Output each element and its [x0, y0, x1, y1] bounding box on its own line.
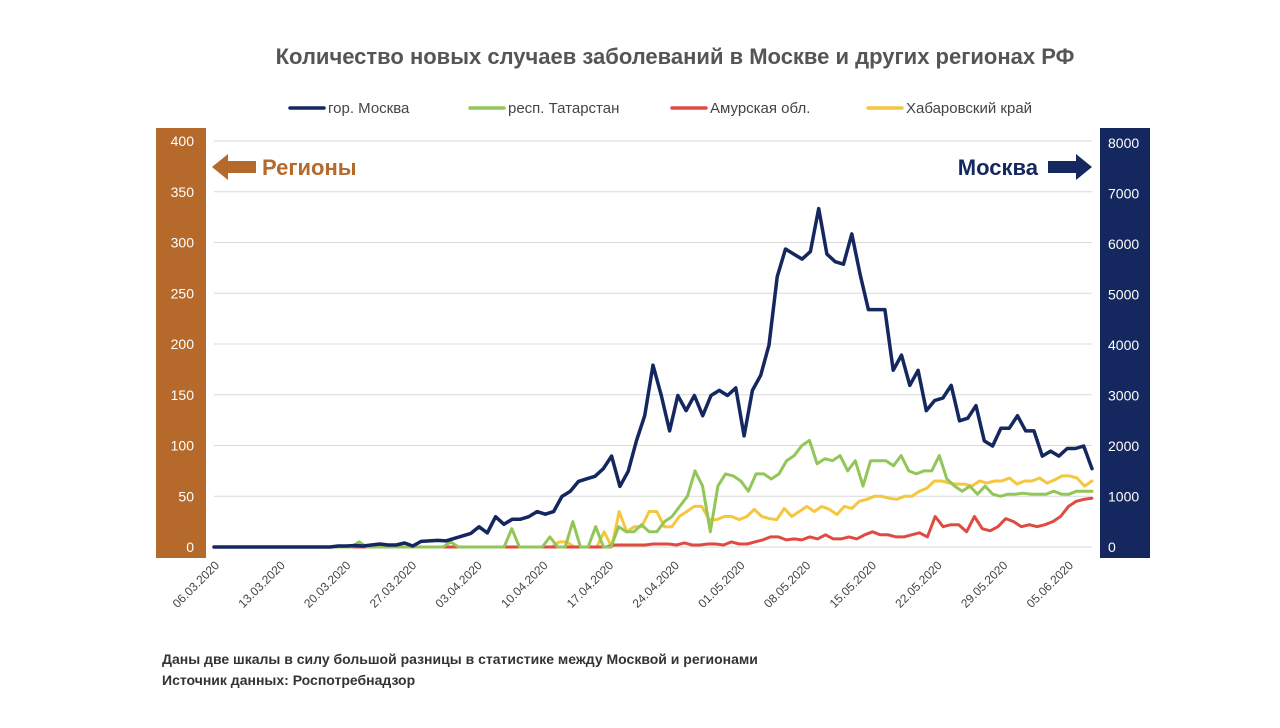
x-tick-label: 27.03.2020 — [367, 558, 420, 611]
regions-label: Регионы — [262, 155, 357, 180]
left-tick-label: 50 — [178, 488, 194, 504]
legend-label: респ. Татарстан — [508, 100, 619, 117]
right-tick-label: 8000 — [1108, 135, 1139, 151]
right-axis-band — [1100, 128, 1150, 558]
x-tick-label: 13.03.2020 — [235, 558, 288, 611]
series-lines — [212, 206, 1094, 549]
series-line-1 — [212, 438, 1094, 549]
x-tick-label: 22.05.2020 — [892, 558, 945, 611]
x-tick-label: 10.04.2020 — [498, 558, 551, 611]
right-axis-ticks: 8000 7000 6000 5000 4000 3000 2000 1000 0 — [1108, 135, 1139, 555]
right-tick-label: 6000 — [1108, 236, 1139, 252]
left-arrow-icon — [212, 154, 256, 180]
left-tick-label: 350 — [171, 184, 195, 200]
left-tick-label: 0 — [186, 539, 194, 555]
legend-label: Хабаровский край — [906, 100, 1032, 117]
left-tick-label: 150 — [171, 387, 195, 403]
series-line-2 — [212, 496, 1094, 549]
chart-title: Количество новых случаев заболеваний в М… — [276, 44, 1075, 69]
left-tick-label: 200 — [171, 336, 195, 352]
right-tick-label: 7000 — [1108, 186, 1139, 202]
x-tick-label: 03.04.2020 — [433, 558, 486, 611]
x-tick-label: 08.05.2020 — [761, 558, 814, 611]
x-tick-label: 01.05.2020 — [695, 558, 748, 611]
left-tick-label: 100 — [171, 438, 195, 454]
right-tick-label: 1000 — [1108, 489, 1139, 505]
legend-label: Амурская обл. — [710, 100, 810, 117]
x-tick-label: 24.04.2020 — [630, 558, 683, 611]
right-tick-label: 5000 — [1108, 287, 1139, 303]
chart: Количество новых случаев заболеваний в М… — [156, 44, 1150, 611]
left-tick-label: 250 — [171, 285, 195, 301]
left-axis-ticks: 400 350 300 250 200 150 100 50 0 — [171, 133, 195, 555]
x-tick-label: 20.03.2020 — [301, 558, 354, 611]
right-tick-label: 4000 — [1108, 337, 1139, 353]
right-tick-label: 3000 — [1108, 388, 1139, 404]
right-tick-label: 2000 — [1108, 438, 1139, 454]
grid — [214, 140, 1092, 548]
footnote-scales: Даны две шкалы в силу большой разницы в … — [162, 651, 758, 667]
moscow-arrow: Москва — [958, 154, 1092, 180]
x-tick-label: 06.03.2020 — [170, 558, 223, 611]
series-line-3 — [212, 474, 1094, 549]
right-arrow-icon — [1048, 154, 1092, 180]
x-axis-ticks: 06.03.2020 13.03.2020 20.03.2020 27.03.2020… — [170, 558, 1077, 611]
left-tick-label: 300 — [171, 235, 195, 251]
x-tick-label: 15.05.2020 — [827, 558, 880, 611]
series-line-0 — [212, 206, 1094, 549]
x-tick-label: 17.04.2020 — [564, 558, 617, 611]
regions-arrow: Регионы — [212, 154, 357, 180]
left-tick-label: 400 — [171, 133, 195, 149]
left-axis-band — [156, 128, 206, 558]
footnote-source: Источник данных: Роспотребнадзор — [162, 672, 416, 688]
x-tick-label: 29.05.2020 — [958, 558, 1011, 611]
legend-label: гор. Москва — [328, 100, 410, 117]
legend: гор. Москва респ. Татарстан Амурская обл. Х… — [288, 100, 1032, 117]
x-tick-label: 05.06.2020 — [1024, 558, 1077, 611]
right-tick-label: 0 — [1108, 539, 1116, 555]
moscow-label: Москва — [958, 155, 1039, 180]
